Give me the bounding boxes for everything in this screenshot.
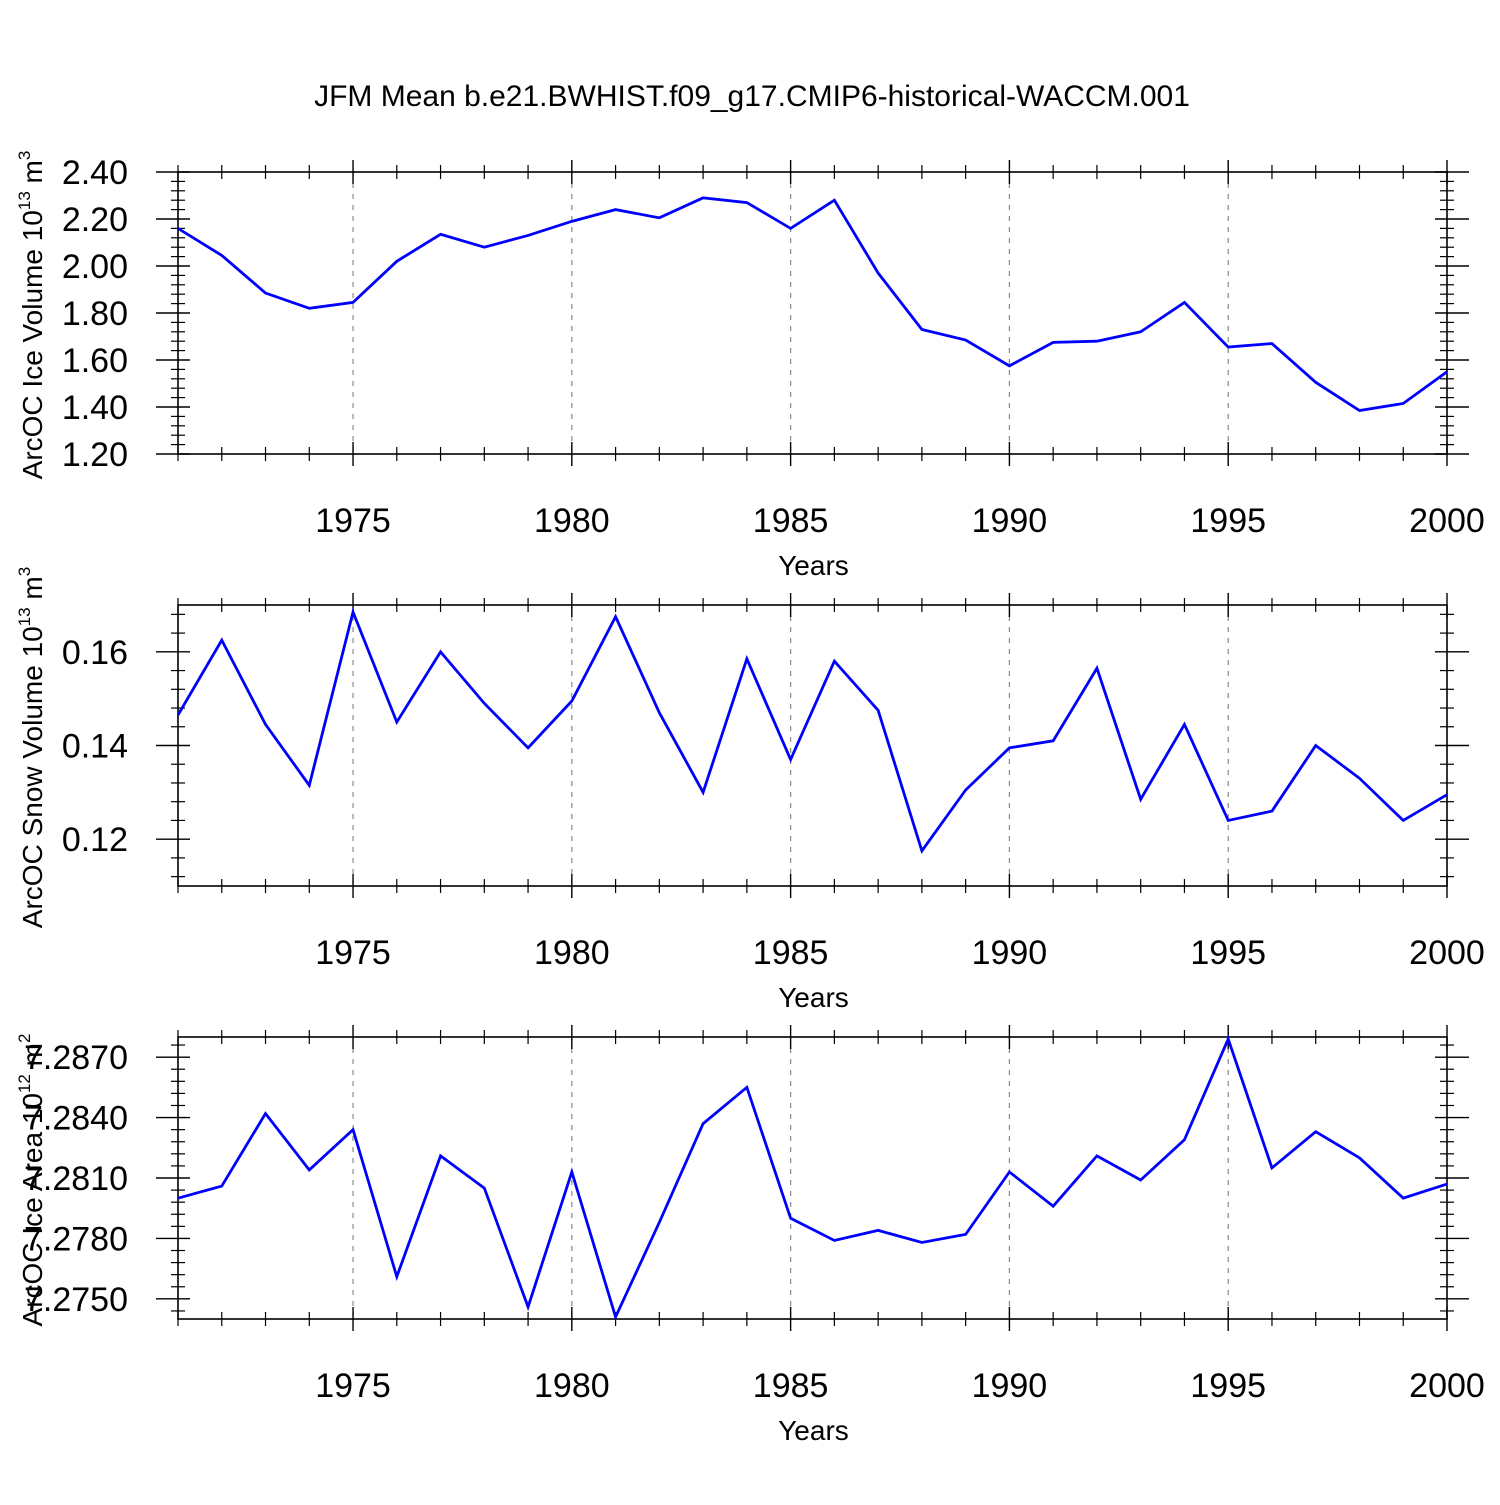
y-axis-title-text: ArcOC Ice Area 10 [17, 1093, 48, 1326]
x-tick-label-2000: 2000 [1409, 1367, 1485, 1405]
y-axis-title-text: m [17, 160, 48, 191]
x-tick-label-1980: 1980 [534, 502, 610, 540]
x-tick-label-1975: 1975 [315, 934, 391, 972]
y-tick-label-1.40: 1.40 [62, 389, 128, 427]
panel-3: 1975 1980 1985 1990 1995 2000 7.2750 7.2780 7.28… [15, 1025, 1485, 1446]
series-line-3-1 [178, 1035, 1447, 1321]
y-axis-title-superscript: 13 [15, 607, 34, 626]
y-axis-title-text: m [17, 576, 48, 607]
x-tick-label-1995: 1995 [1190, 934, 1266, 972]
y-tick-label-7.2750: 7.2750 [24, 1281, 128, 1319]
y-tick-label-0.12: 0.12 [62, 821, 128, 859]
figure-title: JFM Mean b.e21.BWHIST.f09_g17.CMIP6-hist… [314, 80, 1190, 113]
y-axis-title-superscript: 3 [15, 151, 34, 160]
y-axis-title-text: ArcOC Ice Volume 10 [17, 210, 48, 479]
x-tick-label-1985: 1985 [753, 934, 829, 972]
y-axis-title: ArcOC Snow Volume 1013 m3 [15, 567, 48, 928]
y-axis-title-text: ArcOC Snow Volume 10 [17, 626, 48, 928]
panels: 1975 1980 1985 1990 1995 2000 1.20 1.40 1.60 1.80… [15, 151, 1485, 1446]
x-tick-label-2000: 2000 [1409, 934, 1485, 972]
y-tick-label-2.00: 2.00 [62, 248, 128, 286]
x-axis-title: Years [778, 550, 849, 581]
y-axis-title-superscript: 12 [15, 1074, 34, 1093]
y-axis-title: ArcOC Ice Area 1012 m2 [15, 1034, 48, 1327]
y-tick-label-0.16: 0.16 [62, 634, 128, 672]
y-tick-label-1.20: 1.20 [62, 436, 128, 474]
y-axis-title-superscript: 3 [15, 567, 34, 576]
y-axis-title-superscript: 13 [15, 191, 34, 210]
panel-1: 1975 1980 1985 1990 1995 2000 1.20 1.40 1.60 1.80… [15, 151, 1485, 581]
x-axis-title: Years [778, 982, 849, 1013]
y-tick-label-7.2780: 7.2780 [24, 1220, 128, 1258]
x-tick-label-1975: 1975 [315, 502, 391, 540]
panel-2: 1975 1980 1985 1990 1995 2000 0.12 0.14 0.16 Year… [15, 567, 1485, 1013]
x-tick-label-1985: 1985 [753, 1367, 829, 1405]
x-tick-label-1990: 1990 [972, 1367, 1048, 1405]
x-tick-label-1975: 1975 [315, 1367, 391, 1405]
y-tick-label-2.40: 2.40 [62, 154, 128, 192]
x-tick-label-1985: 1985 [753, 502, 829, 540]
x-axis-title: Years [778, 1415, 849, 1446]
series-line-2-1 [178, 607, 1447, 854]
y-tick-label-1.80: 1.80 [62, 295, 128, 333]
x-tick-label-1980: 1980 [534, 934, 610, 972]
y-tick-label-7.2840: 7.2840 [24, 1100, 128, 1138]
x-tick-label-1990: 1990 [972, 502, 1048, 540]
x-tick-label-1995: 1995 [1190, 1367, 1266, 1405]
x-tick-label-1980: 1980 [534, 1367, 610, 1405]
x-tick-label-2000: 2000 [1409, 502, 1485, 540]
y-axis-title-superscript: 2 [15, 1034, 34, 1043]
y-tick-label-1.60: 1.60 [62, 342, 128, 380]
y-axis-title-text: m [17, 1043, 48, 1074]
y-axis-title: ArcOC Ice Volume 1013 m3 [15, 151, 48, 480]
y-tick-label-0.14: 0.14 [62, 728, 128, 766]
y-tick-label-7.2870: 7.2870 [24, 1039, 128, 1077]
x-tick-label-1995: 1995 [1190, 502, 1266, 540]
x-tick-label-1990: 1990 [972, 934, 1048, 972]
series-line-1-1 [178, 196, 1447, 412]
y-tick-label-7.2810: 7.2810 [24, 1160, 128, 1198]
y-tick-label-2.20: 2.20 [62, 201, 128, 239]
